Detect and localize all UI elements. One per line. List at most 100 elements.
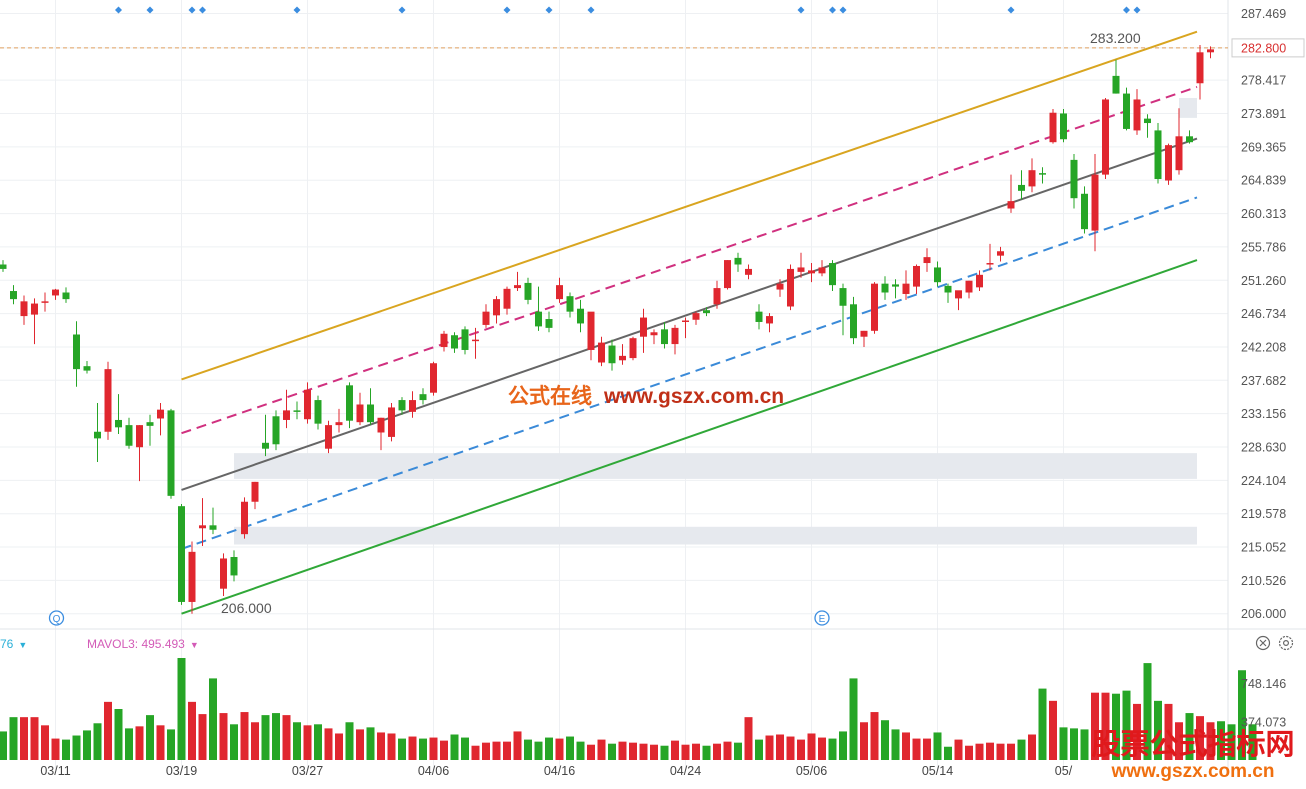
marker-icon [1133, 6, 1141, 14]
channel-line-upper-mid [181, 85, 1198, 435]
center-watermark: 公式在线 www.gszx.com.cn [508, 380, 784, 410]
volume-bar [860, 722, 868, 760]
volume-bar [240, 712, 249, 760]
candle-body [440, 333, 448, 348]
candle-body [209, 525, 217, 530]
candle-body [766, 316, 773, 324]
candle [934, 261, 941, 287]
candle-body [1123, 93, 1130, 129]
candle-body [1144, 118, 1151, 124]
candle [913, 264, 920, 294]
candle-body [661, 329, 668, 345]
volume-bar [618, 741, 627, 760]
volume-legend-ma-value: 76 [0, 637, 14, 651]
candle [451, 332, 458, 353]
candle-body [230, 557, 238, 576]
volume-legend-mavol[interactable]: MAVOL3: 495.493 ▼ [87, 637, 199, 651]
candle [671, 324, 679, 355]
gear-icon[interactable] [1278, 635, 1294, 651]
candle-body [776, 283, 784, 290]
volume-bar [408, 736, 417, 760]
candle [556, 277, 563, 303]
candle [839, 283, 847, 336]
volume-bar [954, 739, 963, 760]
volume-bar [482, 742, 490, 760]
candle-body [52, 289, 59, 296]
candle-body [472, 339, 479, 342]
volume-bar [1175, 722, 1183, 760]
top-markers [0, 6, 1228, 49]
volume-bar [198, 714, 207, 760]
candle-body [1175, 136, 1183, 171]
date-tick-label: 04/16 [544, 764, 575, 778]
candle-body [10, 291, 17, 300]
volume-bar [1091, 692, 1099, 760]
candle-body [178, 506, 185, 602]
candle [367, 388, 374, 426]
candle-body [724, 260, 731, 289]
volume-bar [1217, 721, 1225, 760]
volume-bar [356, 729, 364, 760]
volume-legend-mavol-value: MAVOL3: 495.493 [87, 637, 185, 651]
candle [713, 280, 721, 309]
candle [20, 295, 28, 325]
channel-line-middle [181, 137, 1198, 491]
candle [902, 270, 910, 300]
candle-body [650, 332, 658, 336]
volume-bar [230, 724, 238, 760]
volume-bar [513, 731, 522, 760]
regression-channel [181, 30, 1198, 615]
price-tick-label: 215.052 [1241, 541, 1286, 555]
volume-bar [209, 678, 217, 760]
candle-body [325, 425, 332, 449]
volume-bar [261, 715, 270, 760]
price-tick-label: 260.313 [1241, 207, 1286, 221]
volume-bar [1112, 693, 1120, 760]
candle [1112, 59, 1120, 94]
volume-bar [702, 745, 711, 760]
candle-body [577, 308, 584, 324]
volume-bar [272, 713, 280, 760]
candle [1196, 44, 1204, 100]
candle-body [745, 268, 752, 275]
corner-watermark: 股票公式指标网 www.gszx.com.cn [1080, 727, 1306, 783]
channel-line-lower-mid [181, 196, 1198, 550]
candle [734, 252, 742, 272]
volume-bar [1070, 728, 1078, 760]
marker-icon [398, 6, 406, 14]
volume-bar [1185, 713, 1194, 760]
volume-bar [1227, 724, 1236, 760]
candle-body [713, 288, 721, 305]
candle-body [367, 404, 374, 423]
candle [1081, 186, 1088, 234]
candle-body [1028, 170, 1036, 187]
volume-bar [797, 739, 805, 760]
volume-bar [1122, 690, 1131, 760]
volume-legend-ma[interactable]: 76 ▼ [0, 637, 27, 651]
candle-body [1133, 99, 1141, 131]
event-marker-circle [814, 610, 830, 626]
volume-bar [975, 743, 984, 760]
volume-bar [41, 725, 49, 760]
candle-body [251, 481, 259, 502]
marker-icon [545, 6, 553, 14]
candle [703, 307, 710, 317]
volume-bar [1196, 716, 1204, 760]
volume-bar [104, 701, 112, 760]
close-icon[interactable] [1255, 635, 1271, 651]
marker-icon [839, 6, 847, 14]
candle-body [493, 299, 500, 316]
candle-body [965, 280, 973, 293]
candle [640, 308, 647, 353]
candle [1018, 170, 1025, 200]
candle [73, 321, 80, 387]
volume-bar [219, 713, 228, 760]
volume-bar [419, 738, 427, 760]
volume-bar [534, 741, 543, 760]
candle-body [220, 558, 227, 589]
volume-bar [1238, 670, 1246, 760]
volume-bar [912, 738, 921, 760]
candle [944, 283, 952, 303]
candle-body [1186, 136, 1193, 143]
